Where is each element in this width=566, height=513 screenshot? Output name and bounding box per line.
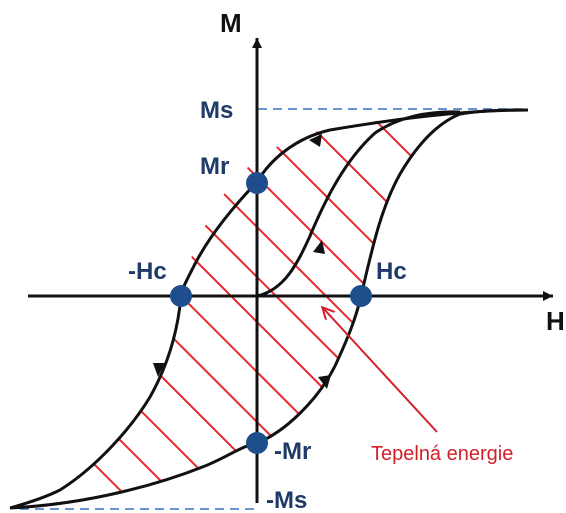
- m-axis-label: M: [220, 8, 242, 38]
- upper-branch-curve: [9, 108, 529, 510]
- initial-magnetization-curve: [256, 110, 461, 298]
- annotation-arrow: [323, 308, 438, 433]
- mr-label: Mr: [200, 153, 229, 180]
- point-hc: [350, 285, 372, 307]
- point-mr: [246, 172, 268, 194]
- direction-arrow-upper: [309, 134, 322, 147]
- annotation-text: Tepelná energie: [371, 443, 513, 465]
- neg-hc-label: -Hc: [128, 258, 167, 285]
- direction-arrow-initial: [313, 240, 325, 254]
- direction-arrow-lower: [318, 375, 331, 389]
- hc-label: Hc: [376, 258, 407, 285]
- point-neg-hc: [170, 285, 192, 307]
- h-axis-label: H: [546, 306, 565, 336]
- direction-arrow-left: [153, 363, 165, 377]
- point-neg-mr: [246, 432, 268, 454]
- neg-mr-label: -Mr: [274, 438, 311, 465]
- neg-ms-label: -Ms: [266, 487, 307, 513]
- lower-branch-curve: [9, 108, 529, 510]
- ms-label: Ms: [200, 97, 233, 124]
